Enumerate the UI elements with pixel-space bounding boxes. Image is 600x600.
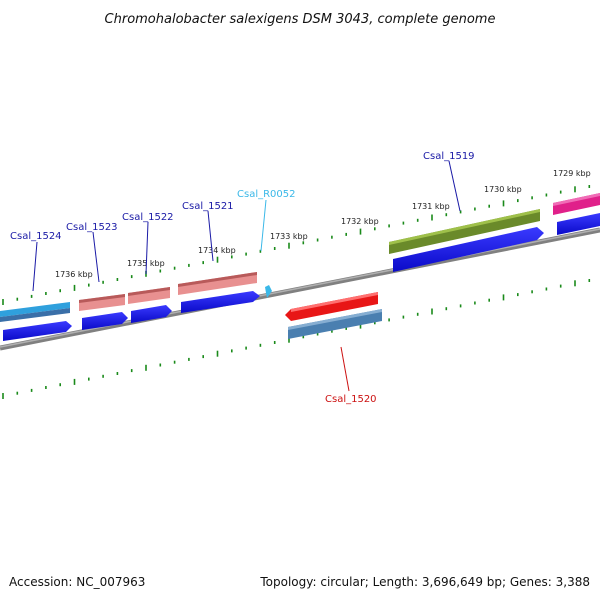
leader-csal-r0052 [260,199,267,252]
leader-csal-1519 [448,160,461,212]
gene-label-csal-1522[interactable]: Csal_1522 [122,212,174,223]
gene-csal-r0052[interactable] [265,285,272,298]
scale-label-1733: 1733 kbp [270,232,308,241]
accession-text: Accession: NC_007963 [9,575,145,589]
leader-csal-1522 [145,221,149,275]
gene-csal-1520[interactable] [285,292,382,339]
gene-right-partial[interactable] [553,193,600,235]
gene-label-csal-1520[interactable]: Csal_1520 [325,394,377,405]
scale-label-1736: 1736 kbp [55,270,93,279]
gene-label-csal-1523[interactable]: Csal_1523 [66,222,118,233]
genome-summary-text: Topology: circular; Length: 3,696,649 bp… [259,575,590,589]
gene-csal-1524[interactable] [0,302,72,341]
leader-csal-1520 [340,346,350,392]
gene-csal-1521[interactable] [178,272,260,313]
gene-csal-1523[interactable] [79,294,128,330]
scale-labels: 1729 kbp 1730 kbp 1731 kbp 1732 kbp 1733… [55,169,591,279]
leader-csal-1524 [32,241,38,292]
map-title: Chromohalobacter salexigens DSM 3043, co… [105,12,496,27]
genome-backbone [0,227,600,351]
scale-label-1732: 1732 kbp [341,217,379,226]
gene-label-csal-1519[interactable]: Csal_1519 [423,151,475,162]
scale-label-1730: 1730 kbp [484,185,522,194]
gene-csal-1519[interactable] [389,209,544,272]
gene-label-csal-1521[interactable]: Csal_1521 [182,201,234,212]
scale-label-1735: 1735 kbp [127,259,165,268]
leader-csal-1521 [207,210,214,262]
tick-row-lower [2,279,591,399]
genome-backbone-highlight [0,228,600,348]
gene-csal-1522[interactable] [128,287,172,323]
gene-label-csal-r0052[interactable]: Csal_R0052 [237,189,296,200]
scale-label-1729: 1729 kbp [553,169,591,178]
gene-label-csal-1524[interactable]: Csal_1524 [10,231,62,242]
scale-label-1731: 1731 kbp [412,202,450,211]
leader-csal-1523 [92,231,100,283]
scale-label-1734: 1734 kbp [198,246,236,255]
